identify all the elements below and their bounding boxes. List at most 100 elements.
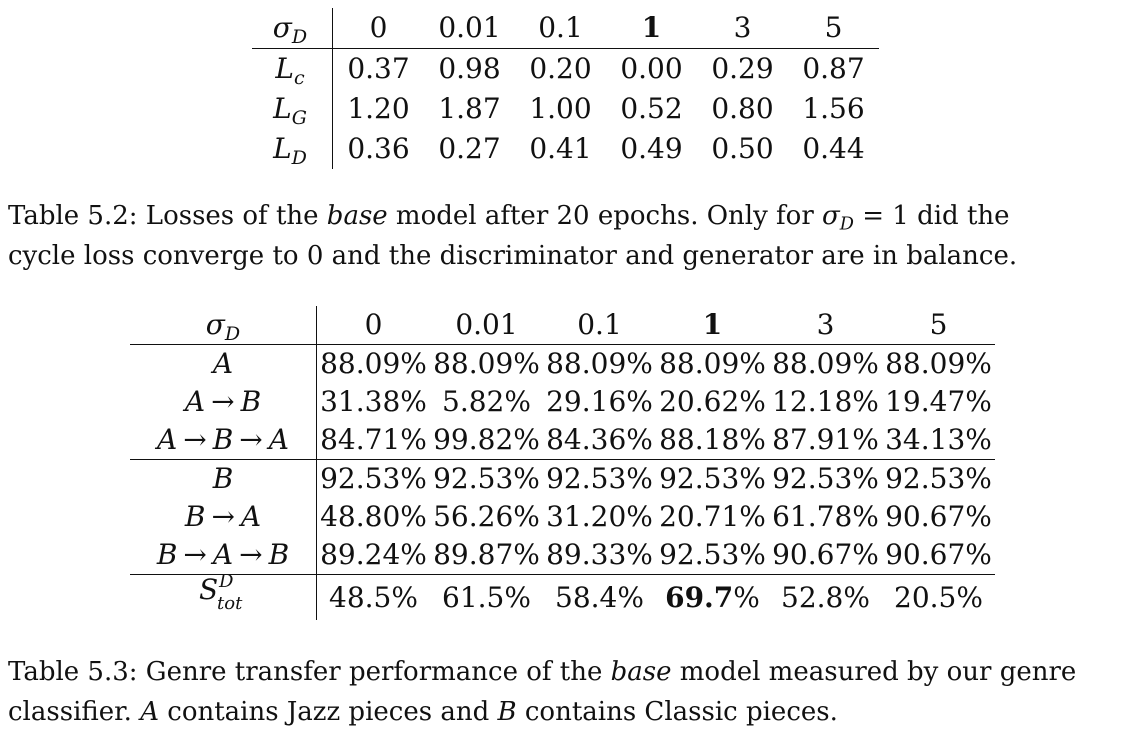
row-label: A [130,344,317,383]
table-cell: 61.78% [772,500,879,533]
table-cell: 89.33% [546,538,653,571]
column-header: 5 [788,8,879,49]
table-cell: 0.20 [529,52,592,85]
table-5-2-caption: Table 5.2: Losses of the base model afte… [8,196,1120,276]
genre-symbol: A [212,347,234,380]
table-cell: 92.53% [543,459,656,498]
column-header: 5 [882,306,995,345]
table-cell: 92.53% [430,459,543,498]
table-row-a-to-b-to-a: A → B → A 84.71% 99.82% 84.36% 88.18% 87.91%… [130,421,995,460]
table-cell: 48.5% [316,574,430,620]
table-cell: 0.52 [620,92,683,125]
table-cell: 89.87% [433,538,540,571]
table-cell: 61.5% [430,574,543,620]
table-cell: 19.47% [885,385,992,418]
caption-line: cycle loss converge to 0 and the discrim… [8,241,1018,271]
genre-symbol: B [212,462,234,495]
row-header-sigma: σD [252,8,333,49]
caption-text: contains Jazz pieces and [159,697,498,727]
genre-symbol: B [184,500,206,533]
score-superscript: D [219,571,234,592]
table-cell: 1.56 [802,92,865,125]
table-row-b: B 92.53% 92.53% 92.53% 92.53% 92.53% 92.… [130,459,995,498]
loss-symbol: L [273,132,292,165]
row-label: LD [252,129,333,169]
loss-symbol: L [275,52,294,85]
column-header: 0.01 [430,306,543,345]
sigma-symbol: σ [205,308,225,341]
column-header: 0 [332,8,424,49]
table-cell: 90.67% [885,500,992,533]
table-cell: 84.36% [546,423,653,456]
table-cell: 0.29 [711,52,774,85]
table-cell: 52.8% [769,574,882,620]
table-cell: 58.4% [543,574,656,620]
table-cell: 88.09% [433,347,540,380]
column-header: 0.1 [543,306,656,345]
table-row-lg: LG 1.20 1.87 1.00 0.52 0.80 1.56 [252,89,879,129]
caption-text: model measured by our genre [671,657,1077,687]
genre-symbol: B [497,697,517,727]
row-label: Lc [252,48,333,90]
table-row-a-to-b: A → B 31.38% 5.82% 29.16% 20.62% 12.18% 19… [130,383,995,421]
caption-line: classifier. A contains Jazz pieces and B… [8,692,1120,732]
table-5-3-caption: Table 5.3: Genre transfer performance of… [8,652,1120,732]
table-cell: 20.5% [882,574,995,620]
table-cell: 88.09% [659,347,766,380]
table-cell: 0.41 [529,132,592,165]
genre-symbol: B [268,538,290,571]
column-header-bold: 1 [606,8,697,49]
table-cell-best: 69.7% [656,574,769,620]
caption-text: classifier. [8,697,141,727]
table-row-b-to-a-to-b: B → A → B 89.24% 89.87% 89.33% 92.53% 90.67%… [130,536,995,575]
caption-italic: base [610,657,672,687]
genre-symbol: A [140,697,159,727]
table-cell: 1.00 [529,92,592,125]
right-arrow-icon: → [183,538,207,571]
table-cell: 88.18% [659,423,766,456]
loss-subscript: c [293,67,305,90]
row-header-sigma: σD [130,306,317,345]
row-label: A → B → A [130,421,317,460]
row-label: A → B [130,383,317,421]
sigma-symbol: σ [272,11,292,44]
table-cell: 0.49 [620,132,683,165]
genre-symbol: B [156,538,178,571]
right-arrow-icon: → [239,423,263,456]
table-cell: 0.27 [438,132,501,165]
table-cell: 5.82% [442,385,531,418]
best-value: 69.7 [665,580,734,614]
table-cell: 0.44 [802,132,865,165]
loss-subscript: G [291,107,307,130]
table-cell: 90.67% [885,538,992,571]
table-header-row: σD 0 0.01 0.1 1 3 5 [130,306,995,345]
column-header: 0.01 [424,8,515,49]
table-cell: 48.80% [320,500,427,533]
table-cell: 88.09% [885,347,992,380]
caption-text: = 1 did the [853,201,1010,231]
table-cell: 29.16% [546,385,653,418]
table-5-3: σD 0 0.01 0.1 1 3 5 A 88.09% 88.09% 88.0… [130,306,995,620]
right-arrow-icon: → [211,500,235,533]
row-label: B → A → B [130,536,317,575]
table-cell: 0.36 [347,132,410,165]
row-label: B → A [130,498,317,536]
table-header-row: σD 0 0.01 0.1 1 3 5 [252,8,879,49]
table-row-b-to-a: B → A 48.80% 56.26% 31.20% 20.71% 61.78% 9… [130,498,995,536]
table-cell: 88.09% [320,347,427,380]
table-cell: 87.91% [772,423,879,456]
table-cell: 99.82% [433,423,540,456]
table-cell: 0.87 [802,52,865,85]
table-cell: 92.53% [656,459,769,498]
genre-symbol: B [212,423,234,456]
column-header: 0.1 [515,8,606,49]
genre-symbol: A [184,385,206,418]
genre-symbol: B [240,385,262,418]
column-header: 3 [769,306,882,345]
row-label: B [130,459,317,498]
sigma-subscript: D [291,26,308,49]
table-cell: 89.24% [320,538,427,571]
